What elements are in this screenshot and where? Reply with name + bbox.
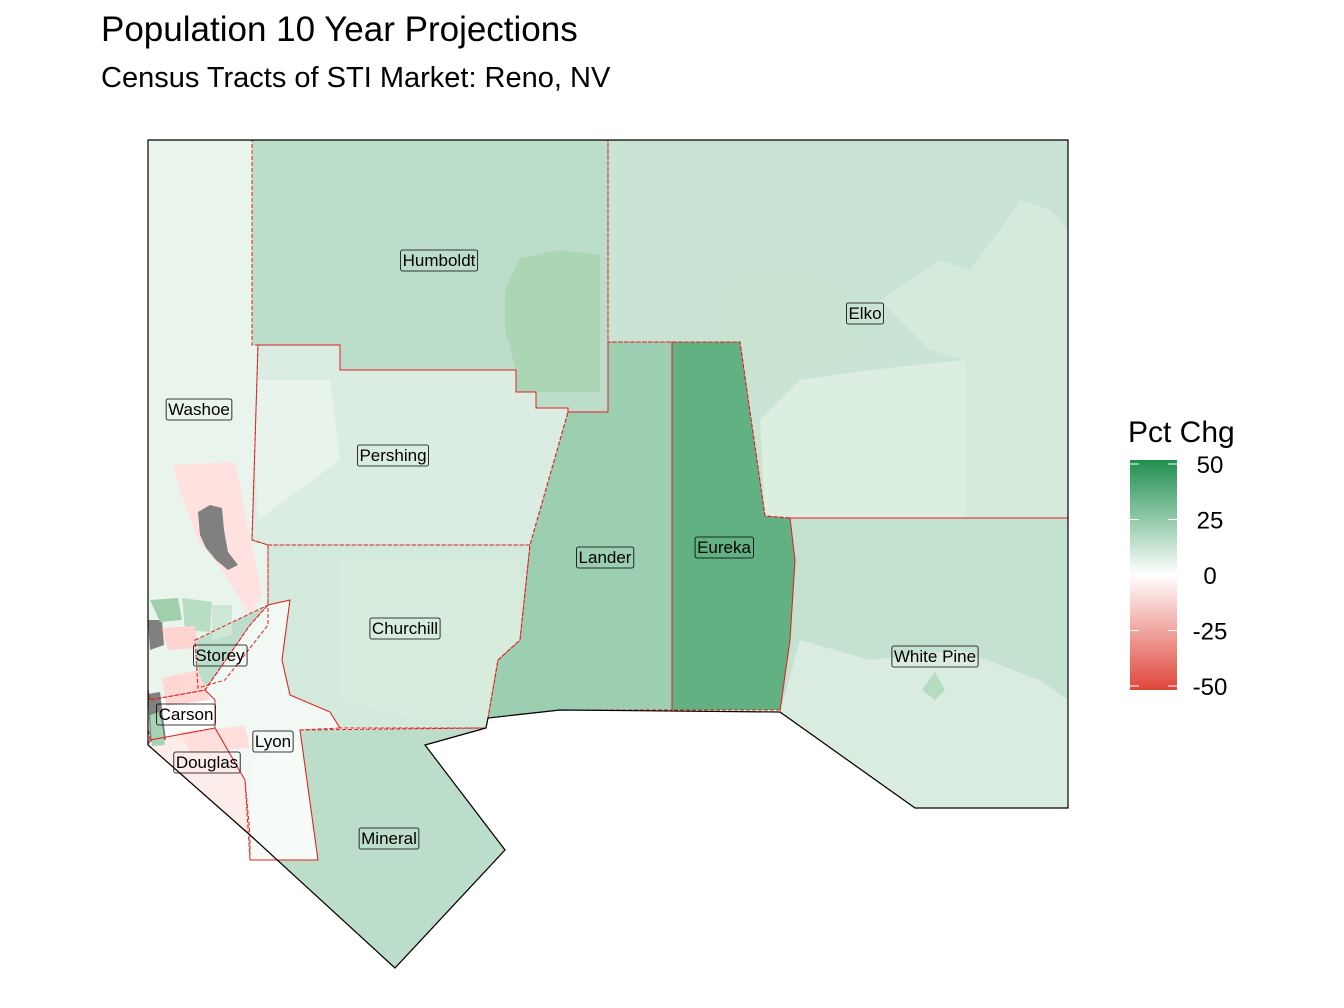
legend-tick-label: 25 <box>1197 508 1224 535</box>
label-humboldt: Humboldt <box>400 249 479 272</box>
tract-white-pine-south <box>780 640 1068 808</box>
county-label-box <box>252 730 294 753</box>
map-subtitle: Census Tracts of STI Market: Reno, NV <box>101 62 611 94</box>
county-label-text: Pershing <box>359 446 426 465</box>
label-elko: Elko <box>846 302 884 325</box>
county-labels: Washoe Humboldt Elko Pershing Lander Eureka Wh… <box>156 249 979 850</box>
county-label-text: Mineral <box>361 829 417 848</box>
tract-reno-green-1 <box>150 598 182 622</box>
label-storey: Storey <box>193 644 248 667</box>
tract-white-pine-spot <box>922 672 945 700</box>
tract-reno-green-2 <box>182 598 212 632</box>
tract-carson-pink <box>162 670 210 706</box>
tract-humboldt-east <box>505 250 600 392</box>
county-eureka <box>672 342 795 710</box>
county-label-text: Washoe <box>168 400 230 419</box>
border-churchill <box>267 544 531 729</box>
legend-tick-label: -25 <box>1193 619 1228 646</box>
label-douglas: Douglas <box>173 751 241 774</box>
county-borders <box>147 139 1069 969</box>
county-label-box <box>694 536 754 559</box>
county-label-box <box>400 249 479 272</box>
tract-lyon-white <box>250 740 318 860</box>
label-washoe: Washoe <box>165 398 233 421</box>
county-lander <box>488 342 672 718</box>
label-pershing: Pershing <box>357 444 429 467</box>
county-label-box <box>576 546 635 569</box>
tract-elko-central <box>720 275 870 395</box>
region-outline <box>147 139 1069 969</box>
county-label-text: Churchill <box>372 619 438 638</box>
county-label-box <box>173 751 241 774</box>
county-label-text: Humboldt <box>403 251 476 270</box>
county-label-box <box>156 703 216 726</box>
county-label-text: Elko <box>848 304 881 323</box>
county-mineral <box>250 728 505 968</box>
tract-na-lake-pyramid <box>198 505 238 570</box>
county-label-box <box>891 645 979 668</box>
county-label-box <box>358 827 420 850</box>
tract-churchill-center <box>340 560 520 720</box>
county-label-box <box>165 398 233 421</box>
legend: Pct Chg 50 25 0 -25 -50 <box>1128 416 1235 701</box>
county-label-text: Storey <box>195 646 245 665</box>
county-label-text: Lyon <box>255 732 291 751</box>
label-mineral: Mineral <box>358 827 420 850</box>
county-label-text: Lander <box>579 548 632 567</box>
label-lander: Lander <box>576 546 635 569</box>
county-label-box <box>369 617 441 640</box>
tract-detail-overlays <box>148 200 1068 860</box>
legend-tick-label: 50 <box>1197 452 1224 479</box>
county-label-text: Carson <box>159 705 214 724</box>
label-white-pine: White Pine <box>891 645 979 668</box>
county-label-box <box>357 444 429 467</box>
county-label-text: White Pine <box>894 647 976 666</box>
tract-na-west-1 <box>148 620 164 650</box>
tract-elko-east <box>880 200 1068 518</box>
border-storey <box>194 604 269 689</box>
county-label-box <box>193 644 248 667</box>
legend-title: Pct Chg <box>1128 416 1235 449</box>
border-eureka <box>671 341 796 711</box>
label-lyon: Lyon <box>252 730 294 753</box>
legend-ticks: 50 25 0 -25 -50 <box>1130 452 1227 701</box>
legend-tick-label: 0 <box>1203 563 1216 590</box>
legend-tick-label: -50 <box>1193 674 1228 701</box>
tract-douglas-pink <box>180 726 250 752</box>
county-label-text: Douglas <box>176 753 238 772</box>
label-carson: Carson <box>156 703 216 726</box>
label-churchill: Churchill <box>369 617 441 640</box>
tract-elko-lower <box>760 360 965 518</box>
tract-reno-green-3 <box>212 605 232 640</box>
tract-reno-pink-1 <box>162 626 198 650</box>
label-eureka: Eureka <box>694 536 754 559</box>
border-carson <box>147 689 216 741</box>
tract-pershing-west <box>252 380 340 520</box>
county-label-text: Eureka <box>697 538 751 557</box>
county-label-box <box>846 302 884 325</box>
county-carson <box>148 690 215 740</box>
map-title: Population 10 Year Projections <box>101 10 578 49</box>
